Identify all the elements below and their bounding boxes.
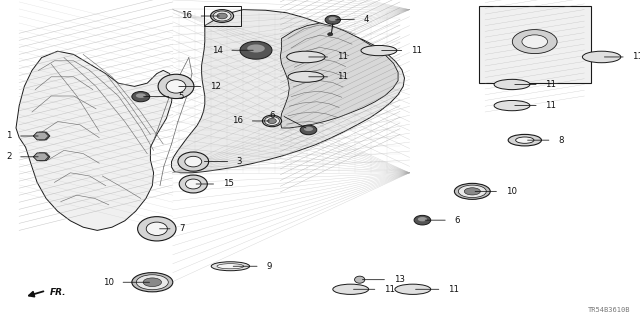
Ellipse shape [240,41,272,59]
Text: 13: 13 [394,275,404,284]
Ellipse shape [211,262,250,271]
Text: 6: 6 [269,111,275,120]
Ellipse shape [513,30,557,53]
Text: 7: 7 [179,224,185,233]
Ellipse shape [328,17,337,21]
Ellipse shape [516,137,534,143]
Polygon shape [280,23,398,128]
Ellipse shape [41,135,45,137]
Ellipse shape [494,100,530,111]
Text: 9: 9 [266,262,271,271]
Text: 10: 10 [103,278,114,287]
Polygon shape [172,10,404,173]
Text: 16: 16 [232,116,243,125]
Ellipse shape [247,44,265,52]
Ellipse shape [136,95,143,99]
Ellipse shape [262,115,282,127]
Text: 11: 11 [632,52,640,61]
Ellipse shape [287,51,325,63]
Polygon shape [33,153,49,161]
FancyBboxPatch shape [479,6,591,83]
Ellipse shape [186,179,201,189]
Ellipse shape [268,118,276,124]
Text: 12: 12 [210,82,221,91]
Text: 3: 3 [237,157,243,166]
Text: 2: 2 [6,152,12,161]
Ellipse shape [418,217,427,221]
Ellipse shape [147,222,168,236]
Ellipse shape [325,15,340,24]
Ellipse shape [494,79,530,90]
Ellipse shape [300,125,317,135]
Text: 5: 5 [178,92,184,101]
Ellipse shape [143,278,161,287]
Ellipse shape [178,152,209,171]
Text: 11: 11 [448,285,459,294]
Ellipse shape [134,93,145,100]
Ellipse shape [158,74,194,99]
Polygon shape [36,153,50,161]
Text: 11: 11 [337,72,348,81]
Text: 1: 1 [6,132,12,140]
Text: TR54B3610B: TR54B3610B [588,307,630,313]
Text: 15: 15 [223,180,234,188]
Ellipse shape [136,275,168,290]
Ellipse shape [41,156,45,158]
Ellipse shape [333,284,369,294]
Ellipse shape [328,33,333,36]
Ellipse shape [395,284,431,294]
Ellipse shape [414,215,431,225]
Ellipse shape [361,45,397,56]
Text: 16: 16 [181,12,192,20]
Ellipse shape [211,10,234,22]
Text: 11: 11 [545,80,556,89]
Ellipse shape [454,183,490,199]
Ellipse shape [217,264,244,269]
Ellipse shape [582,51,621,63]
Ellipse shape [264,116,280,125]
Text: FR.: FR. [50,288,67,297]
Ellipse shape [179,175,207,193]
Ellipse shape [508,134,541,146]
Ellipse shape [355,276,365,283]
Text: 11: 11 [411,46,422,55]
Text: 4: 4 [364,15,369,24]
Ellipse shape [288,71,324,82]
Text: 11: 11 [545,101,556,110]
Text: 11: 11 [337,52,348,61]
Ellipse shape [217,13,227,19]
Text: 6: 6 [454,216,460,225]
Ellipse shape [304,127,313,131]
Ellipse shape [166,80,186,93]
Text: 11: 11 [384,285,395,294]
Polygon shape [36,132,50,140]
Ellipse shape [213,11,231,21]
Polygon shape [16,51,173,230]
Text: 14: 14 [212,46,223,55]
Polygon shape [33,132,49,140]
Ellipse shape [458,185,486,197]
Text: 8: 8 [558,136,564,145]
Ellipse shape [185,156,202,167]
Ellipse shape [132,273,173,292]
Ellipse shape [138,217,176,241]
Text: 10: 10 [506,187,516,196]
Ellipse shape [132,92,150,102]
Ellipse shape [522,35,548,48]
Ellipse shape [136,93,146,98]
Ellipse shape [464,188,481,195]
